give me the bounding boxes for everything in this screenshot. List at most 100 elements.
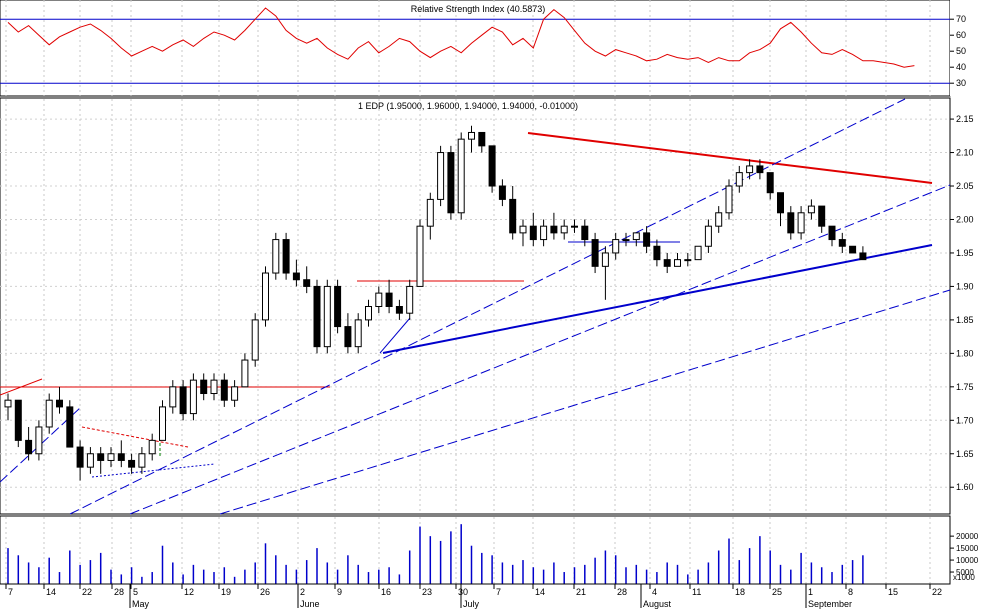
support-line: [382, 244, 933, 354]
x-tick-label: 28: [114, 587, 124, 597]
volume-gridlines: [5, 517, 931, 584]
candle-body: [766, 172, 774, 194]
x-tick-label: 23: [422, 587, 432, 597]
candle-body: [601, 252, 609, 267]
x-tick-label: 7: [8, 587, 13, 597]
candle-body: [426, 198, 434, 227]
candle-body: [529, 225, 537, 241]
price-ytick-label: 1.70: [956, 415, 974, 425]
candle-body: [117, 453, 125, 461]
x-tick-label: 8: [848, 587, 853, 597]
x-tick-label: 25: [772, 587, 782, 597]
candle-body: [684, 259, 692, 262]
candle-body: [746, 165, 754, 174]
triangle-lower: [91, 463, 216, 478]
support-short: [379, 317, 411, 354]
candle-body: [169, 386, 177, 408]
volume-panel: 20000 15000 10000 5000 x1000: [0, 515, 979, 585]
candle-body: [56, 399, 63, 408]
candle-body: [365, 306, 372, 321]
resistance-small: [0, 378, 43, 396]
candle-body: [148, 439, 156, 455]
candle-body: [86, 453, 94, 468]
x-tick-label: 16: [381, 587, 391, 597]
price-ytick-label: 1.75: [956, 382, 974, 392]
x-tick-label: 12: [184, 587, 194, 597]
candle-body: [385, 292, 393, 308]
x-tick-label: 14: [535, 587, 545, 597]
rsi-ytick-label: 40: [956, 62, 966, 72]
candle-body: [622, 239, 630, 242]
candle-body: [262, 272, 269, 321]
price-ytick-label: 2.00: [956, 214, 974, 224]
x-tick-label: 7: [496, 587, 501, 597]
candle-body: [787, 212, 795, 234]
month-label: July: [463, 599, 480, 609]
candle-body: [35, 426, 43, 455]
rsi-ytick-label: 50: [956, 46, 966, 56]
rsi-levels: [0, 18, 950, 84]
candle-body: [97, 453, 105, 461]
candle-body: [715, 212, 723, 227]
rsi-ytick-label: 60: [956, 30, 966, 40]
price-ytick-label: 1.95: [956, 248, 974, 258]
rsi-gridlines: [5, 0, 931, 96]
candle-body: [509, 198, 517, 234]
candle-body: [838, 239, 846, 247]
candle-body: [571, 225, 578, 228]
month-label: August: [643, 599, 672, 609]
candle-body: [777, 192, 784, 214]
x-tick-label: 11: [692, 587, 701, 597]
volume-ytick-label: 15000: [956, 544, 979, 553]
month-label: June: [300, 599, 320, 609]
candle-body: [560, 225, 568, 234]
candle-body: [653, 245, 661, 261]
candle-body: [818, 205, 826, 227]
x-tick-label: 22: [82, 587, 92, 597]
price-ytick-label: 2.10: [956, 148, 974, 158]
candle-body: [519, 225, 527, 234]
candle-body: [694, 245, 702, 261]
candle-body: [323, 285, 331, 348]
price-ytick-label: 1.60: [956, 482, 974, 492]
rsi-ytick-label: 30: [956, 78, 966, 88]
candle-body: [591, 239, 599, 267]
price-panel-frame: [0, 97, 951, 515]
candle-body: [540, 225, 548, 241]
price-panel: 1 EDP (1.95000, 1.96000, 1.94000, 1.9400…: [0, 97, 974, 515]
candle-body: [468, 131, 475, 140]
rsi-ytick-label: 70: [956, 14, 966, 24]
candle-body: [437, 152, 445, 200]
candle-body: [179, 386, 187, 415]
candle-body: [251, 319, 259, 361]
candle-body: [282, 239, 290, 274]
volume-unit-label: x1000: [953, 573, 975, 582]
candle-body: [128, 459, 136, 468]
x-axis: 7 14 22 28 5 12 19 26 2 9 16 23 30 7 14 21 28 4 11 18 25 1 8 15…: [0, 583, 950, 609]
price-yticks: 2.15 2.10 2.05 2.00 1.95 1.90 1.85 1.80 1.75 1.70…: [950, 114, 974, 492]
x-tick-label: 5: [133, 587, 138, 597]
x-tick-label: 30: [458, 587, 468, 597]
candle-body: [231, 386, 239, 401]
candle-body: [220, 379, 228, 401]
candle-body: [807, 205, 815, 214]
price-ytick-label: 1.65: [956, 449, 974, 459]
rsi-panel-frame: [0, 0, 951, 97]
price-title: 1 EDP (1.95000, 1.96000, 1.94000, 1.9400…: [358, 101, 578, 111]
x-tick-label: 26: [260, 587, 270, 597]
x-tick-label: 9: [337, 587, 342, 597]
candle-body: [643, 232, 651, 247]
x-tick-label: 22: [932, 587, 942, 597]
candle-body: [849, 245, 857, 254]
volume-ytick-label: 20000: [956, 532, 979, 541]
price-ytick-label: 2.05: [956, 181, 974, 191]
volume-ytick-label: 5000: [956, 568, 974, 577]
candle-body: [828, 225, 836, 241]
candle-body: [159, 406, 166, 441]
candle-body: [498, 185, 506, 200]
rsi-panel-axis-bg: [950, 0, 994, 96]
month-label: May: [132, 599, 150, 609]
volume-yticks: 20000 15000 10000 5000: [950, 532, 979, 577]
candle-body: [25, 439, 33, 455]
